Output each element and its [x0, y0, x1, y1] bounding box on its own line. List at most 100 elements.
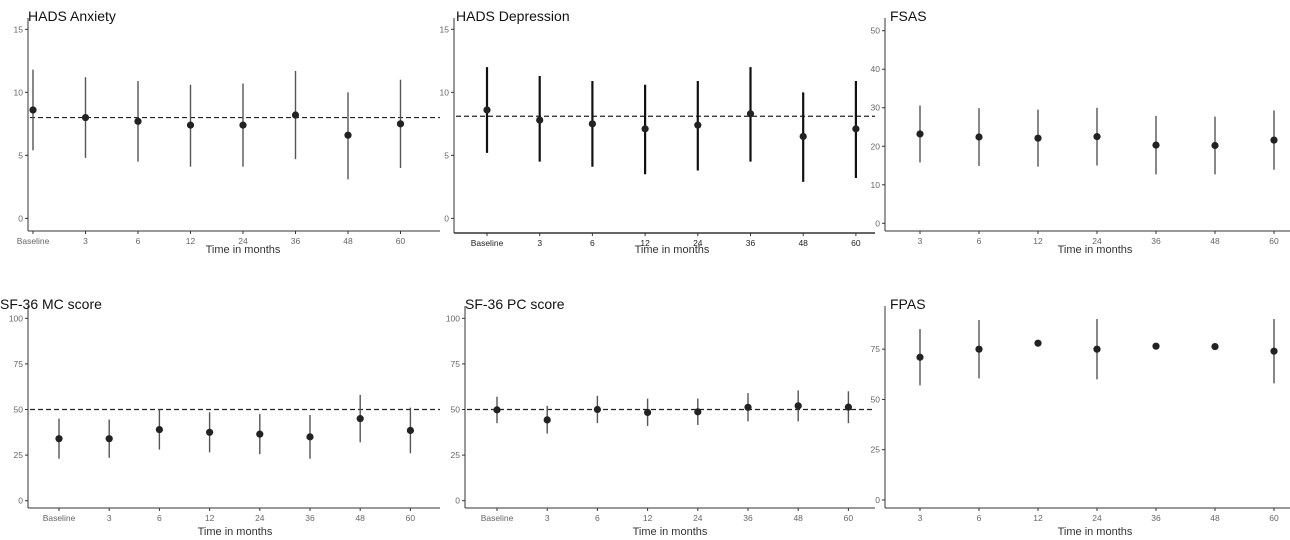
- data-point: [588, 120, 596, 128]
- y-tick-label: 0: [18, 213, 23, 223]
- y-tick-label: 40: [871, 64, 881, 74]
- panel-fsas: FSAS 0 10 20 30 40 50 3 6 12 24 36 48 60 Time in mon…: [860, 8, 1290, 263]
- y-tick-label: 100: [9, 313, 23, 323]
- x-tick-label: 12: [1033, 513, 1043, 523]
- x-tick-label: 48: [355, 513, 365, 523]
- x-tick-label: 3: [537, 238, 542, 248]
- x-tick-label: Baseline: [17, 236, 50, 246]
- data-point: [105, 435, 113, 443]
- x-tick-label: 48: [793, 513, 803, 523]
- chart-title: SF-36 PC score: [465, 296, 565, 312]
- data-point: [356, 415, 364, 423]
- data-point: [81, 113, 90, 122]
- x-tick-label: 6: [977, 236, 982, 246]
- y-tick-label: 20: [871, 141, 881, 151]
- data-point: [852, 125, 860, 133]
- x-tick-label: 48: [1210, 513, 1220, 523]
- y-tick-label: 10: [440, 87, 450, 97]
- x-tick-label: 24: [693, 513, 703, 523]
- panel-sf36-mc: SF-36 MC score 0 25 50 75 100 Baseline 3 6 12 24 3…: [0, 296, 440, 540]
- x-tick-label: 12: [1033, 236, 1043, 246]
- x-tick-label: 24: [238, 236, 248, 246]
- x-tick-label: 60: [1269, 236, 1279, 246]
- y-tick-label: 0: [455, 496, 460, 506]
- data-point: [536, 116, 544, 124]
- x-tick-label: 3: [83, 236, 88, 246]
- x-tick-label: 3: [545, 513, 550, 523]
- data-point: [1211, 342, 1219, 351]
- y-tick-label: 50: [14, 405, 24, 415]
- y-tick-label: 0: [875, 495, 880, 505]
- data-point: [1093, 345, 1101, 353]
- data-point: [844, 403, 852, 411]
- data-point: [641, 125, 649, 133]
- data-point: [483, 106, 491, 114]
- panel-sf36-pc: SF-36 PC score 0 25 50 75 100 Baseline 3 6 12 24 3…: [430, 296, 875, 540]
- data-point: [694, 121, 702, 129]
- data-point: [1152, 141, 1160, 149]
- y-tick-label: 15: [440, 24, 450, 34]
- y-tick-label: 5: [444, 150, 449, 160]
- data-point: [134, 117, 142, 125]
- data-point: [1152, 342, 1160, 350]
- data-point: [1034, 339, 1042, 347]
- data-point: [1093, 133, 1101, 141]
- x-tick-label: 60: [396, 236, 406, 246]
- data-point: [975, 345, 983, 353]
- x-tick-label: 36: [746, 238, 756, 248]
- x-axis-label: Time in months: [632, 526, 708, 538]
- x-tick-label: 36: [1151, 513, 1161, 523]
- data-point: [344, 131, 352, 139]
- x-axis-label: Time in months: [1057, 244, 1133, 256]
- y-tick-label: 100: [446, 313, 460, 323]
- x-tick-label: 3: [918, 236, 923, 246]
- data-point: [799, 132, 807, 141]
- data-point: [794, 402, 802, 410]
- x-tick-label: 24: [693, 238, 703, 248]
- y-tick-label: 50: [871, 394, 881, 404]
- data-point: [1270, 347, 1278, 355]
- data-point: [916, 130, 924, 138]
- y-tick-label: 25: [871, 445, 881, 455]
- data-point: [1034, 134, 1042, 142]
- data-point: [1211, 141, 1219, 150]
- data-point: [406, 426, 414, 435]
- x-tick-label: 6: [977, 513, 982, 523]
- y-tick-label: 10: [14, 87, 24, 97]
- x-tick-label: 36: [1151, 236, 1161, 246]
- y-tick-label: 0: [875, 218, 880, 228]
- data-point: [493, 406, 501, 414]
- x-axis-label: Time in months: [205, 244, 281, 256]
- y-tick-label: 50: [871, 26, 881, 36]
- chart-title: FSAS: [890, 8, 927, 24]
- data-point: [694, 408, 702, 416]
- data-point: [916, 353, 924, 361]
- data-point: [55, 435, 63, 443]
- data-point: [256, 430, 264, 438]
- data-point: [744, 403, 752, 411]
- data-point: [593, 405, 601, 414]
- x-tick-label: 24: [1092, 513, 1102, 523]
- x-tick-label: Baseline: [471, 238, 504, 248]
- x-tick-label: 12: [640, 238, 650, 248]
- x-tick-label: 3: [918, 513, 923, 523]
- data-point: [306, 433, 314, 441]
- data-point: [975, 133, 983, 141]
- x-tick-label: 12: [205, 513, 215, 523]
- y-tick-label: 25: [14, 450, 24, 460]
- y-tick-label: 15: [14, 24, 24, 34]
- x-tick-label: 60: [406, 513, 416, 523]
- x-tick-label: 24: [1092, 236, 1102, 246]
- data-point: [746, 110, 755, 118]
- y-tick-label: 75: [871, 344, 881, 354]
- chart-title: HADS Depression: [456, 8, 570, 24]
- x-axis-label: Time in months: [197, 526, 273, 538]
- data-point: [29, 106, 37, 114]
